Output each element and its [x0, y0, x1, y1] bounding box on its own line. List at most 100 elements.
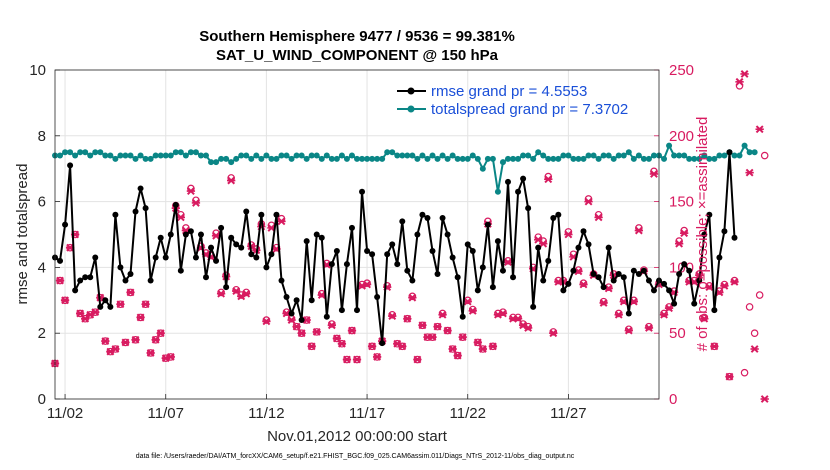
obs-assimilated-point: [156, 329, 165, 338]
totalspread-point: [132, 155, 139, 162]
rmse-point: [127, 270, 134, 277]
totalspread-point: [142, 155, 149, 162]
chart-title-line2: SAT_U_WIND_COMPONENT @ 150 hPa: [216, 47, 499, 64]
obs-assimilated-point: [549, 329, 558, 338]
totalspread-point: [268, 155, 275, 162]
rmse-point: [676, 270, 683, 277]
obs-possible-point: [232, 285, 241, 294]
rmse-point: [192, 254, 199, 261]
rmse-point: [666, 287, 673, 294]
obs-assimilated-point: [428, 333, 437, 342]
totalspread-point: [187, 149, 194, 156]
totalspread-point: [505, 155, 511, 162]
totalspread-point: [223, 155, 230, 162]
obs-assimilated-point: [121, 338, 130, 347]
obs-possible-point: [468, 305, 477, 314]
totalspread-point: [666, 142, 673, 149]
totalspread-point: [494, 188, 501, 195]
totalspread-point: [535, 149, 542, 156]
rmse-point: [595, 274, 602, 281]
rmse-point: [424, 215, 431, 222]
obs-assimilated-point: [362, 280, 372, 289]
totalspread-point: [530, 155, 537, 162]
obs-assimilated-point: [216, 289, 226, 298]
obs-assimilated-point: [131, 335, 140, 344]
obs-assimilated-point: [513, 314, 523, 323]
totalspread-point: [525, 152, 532, 159]
obs-assimilated-point: [136, 313, 145, 322]
totalspread-point: [520, 152, 527, 159]
totalspread-point: [706, 155, 713, 162]
rmse-point: [474, 287, 481, 294]
left-tick-label: 4: [38, 259, 46, 276]
totalspread-point: [137, 152, 144, 159]
left-tick-label: 6: [38, 194, 46, 211]
totalspread-point: [369, 155, 376, 162]
obs-possible-point: [579, 279, 588, 287]
rmse-point: [570, 267, 577, 274]
totalspread-point: [716, 152, 723, 159]
rmse-point: [505, 178, 511, 185]
rmse-point: [253, 254, 260, 261]
obs-assimilated-point: [176, 213, 185, 222]
rmse-point: [328, 261, 335, 268]
obs-assimilated-point: [488, 342, 498, 351]
rmse-point: [172, 201, 179, 208]
totalspread-point: [555, 155, 562, 162]
left-tick-label: 10: [29, 62, 46, 79]
rmse-point: [298, 317, 305, 324]
obs-assimilated-point: [262, 317, 271, 326]
totalspread-point: [696, 155, 703, 162]
totalspread-point: [484, 155, 491, 162]
rmse-point: [630, 267, 637, 274]
obs-assimilated-point: [342, 355, 352, 364]
totalspread-point: [162, 152, 169, 159]
rmse-point: [489, 284, 496, 291]
rmse-point: [263, 264, 270, 271]
totalspread-point: [640, 155, 647, 162]
rmse-point: [449, 254, 456, 261]
totalspread-point: [394, 152, 401, 159]
totalspread-point: [318, 155, 325, 162]
rmse-point: [147, 277, 154, 284]
rmse-point: [57, 257, 64, 264]
totalspread-point: [228, 159, 235, 166]
obs-assimilated-point: [468, 306, 477, 315]
rmse-point: [208, 244, 215, 251]
rmse-point: [484, 221, 491, 228]
right-tick-label: 250: [669, 62, 694, 79]
rmse-point: [535, 244, 542, 251]
x-tick-label: 11/27: [550, 405, 586, 422]
x-tick-label: 11/02: [47, 405, 83, 422]
rmse-point: [716, 254, 723, 261]
rmse-point: [389, 241, 396, 248]
obs-possible-point: [760, 151, 769, 160]
obs-assimilated-point: [146, 349, 155, 357]
totalspread-point: [172, 149, 179, 156]
rmse-point: [122, 277, 129, 284]
rmse-point: [223, 284, 230, 291]
rmse-point: [650, 287, 657, 294]
obs-assimilated-point: [453, 351, 462, 360]
totalspread-point: [615, 152, 622, 159]
totalspread-point: [283, 152, 290, 159]
totalspread-point: [686, 155, 693, 162]
obs-assimilated-point: [433, 322, 442, 331]
rmse-point: [565, 280, 572, 287]
rmse-point: [162, 254, 169, 261]
totalspread-point: [218, 155, 225, 162]
totalspread-point: [464, 155, 471, 162]
rmse-point: [399, 218, 406, 225]
obs-possible-point: [660, 309, 668, 318]
totalspread-point: [157, 152, 164, 159]
rmse-point: [318, 234, 325, 241]
totalspread-point: [731, 152, 738, 159]
rmse-point: [671, 300, 678, 307]
obs-assimilated-point: [186, 187, 196, 195]
obs-assimilated-point: [126, 288, 135, 297]
obs-assimilated-point: [498, 309, 508, 318]
rmse-point: [92, 254, 99, 261]
obs-possible-point: [740, 368, 749, 377]
obs-possible-point: [700, 313, 709, 322]
obs-assimilated-point: [478, 345, 487, 353]
